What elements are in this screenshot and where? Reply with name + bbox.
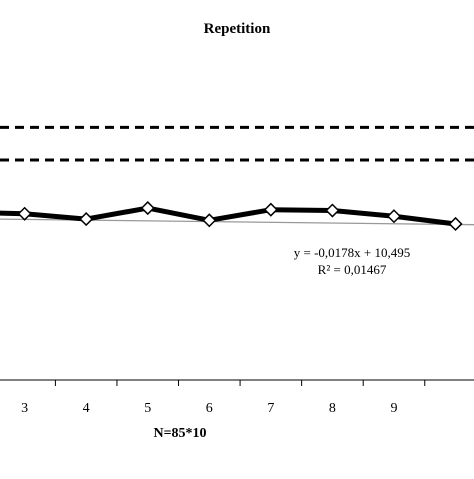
series-layer	[0, 201, 463, 232]
x-tick-label: 4	[83, 401, 90, 416]
data-point	[17, 206, 32, 221]
data-point	[263, 202, 278, 217]
data-point	[202, 213, 217, 228]
data-point	[325, 203, 340, 218]
trend-equation: y = -0,0178x + 10,495	[294, 245, 411, 260]
x-axis-label: N=85*10	[153, 426, 206, 441]
x-tick-layer: 3 4 5 6 7 8 9	[21, 380, 426, 416]
data-point	[448, 216, 463, 232]
x-tick-label: 5	[144, 401, 151, 416]
chart-title: Repetition	[204, 21, 271, 37]
data-point	[140, 201, 155, 216]
x-tick-label: 8	[329, 401, 336, 416]
data-point	[79, 212, 94, 227]
x-tick-label: 9	[390, 401, 397, 416]
x-tick-label: 7	[267, 401, 274, 416]
x-tick-label: 3	[21, 401, 28, 416]
data-point	[386, 209, 402, 224]
x-tick-label: 6	[206, 401, 213, 416]
reference-lines	[0, 125, 474, 162]
trend-r-squared: R² = 0,01467	[318, 262, 387, 277]
